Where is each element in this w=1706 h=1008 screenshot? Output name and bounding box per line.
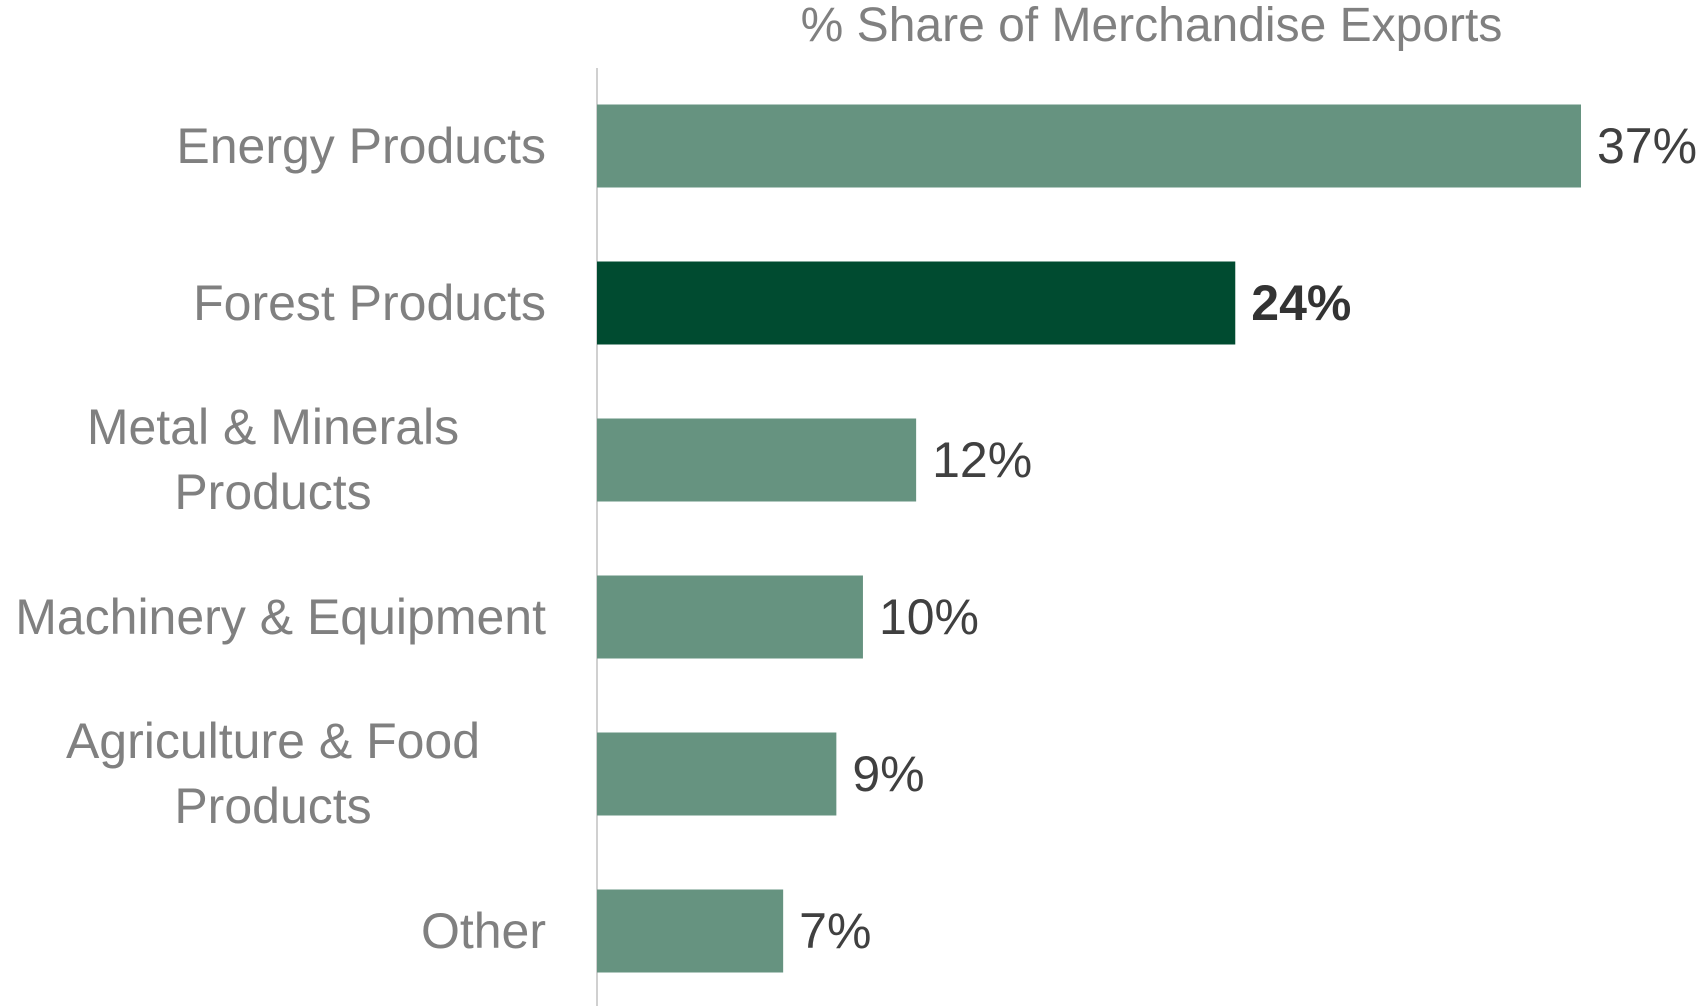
category-label-row: Metal & Minerals Products (0, 382, 546, 539)
value-label: 7% (799, 903, 872, 959)
value-label: 37% (1597, 118, 1698, 174)
bar (597, 575, 863, 659)
category-label-row: Agriculture & Food Products (0, 696, 546, 853)
category-label-row: Energy Products (0, 68, 546, 225)
chart-title: % Share of Merchandise Exports (800, 0, 1503, 52)
bar (597, 732, 837, 816)
category-label: Forest Products (193, 274, 546, 331)
bar (597, 889, 784, 973)
bar (597, 418, 917, 502)
bar (597, 104, 1581, 188)
category-label: Agriculture & Food Products (65, 713, 481, 834)
value-label: 24% (1251, 275, 1352, 331)
category-label-row: Forest Products (0, 225, 546, 382)
value-label: 10% (878, 589, 980, 645)
category-label: Other (420, 902, 546, 959)
value-label: 12% (932, 432, 1033, 488)
category-label-row: Machinery & Equipment (0, 539, 546, 696)
category-label: Metal & Minerals Products (86, 399, 460, 520)
value-label: 9% (852, 746, 925, 802)
category-label: Energy Products (176, 117, 546, 174)
bar (597, 261, 1236, 345)
category-label-row: Other (0, 853, 546, 1008)
category-label: Machinery & Equipment (15, 588, 546, 645)
